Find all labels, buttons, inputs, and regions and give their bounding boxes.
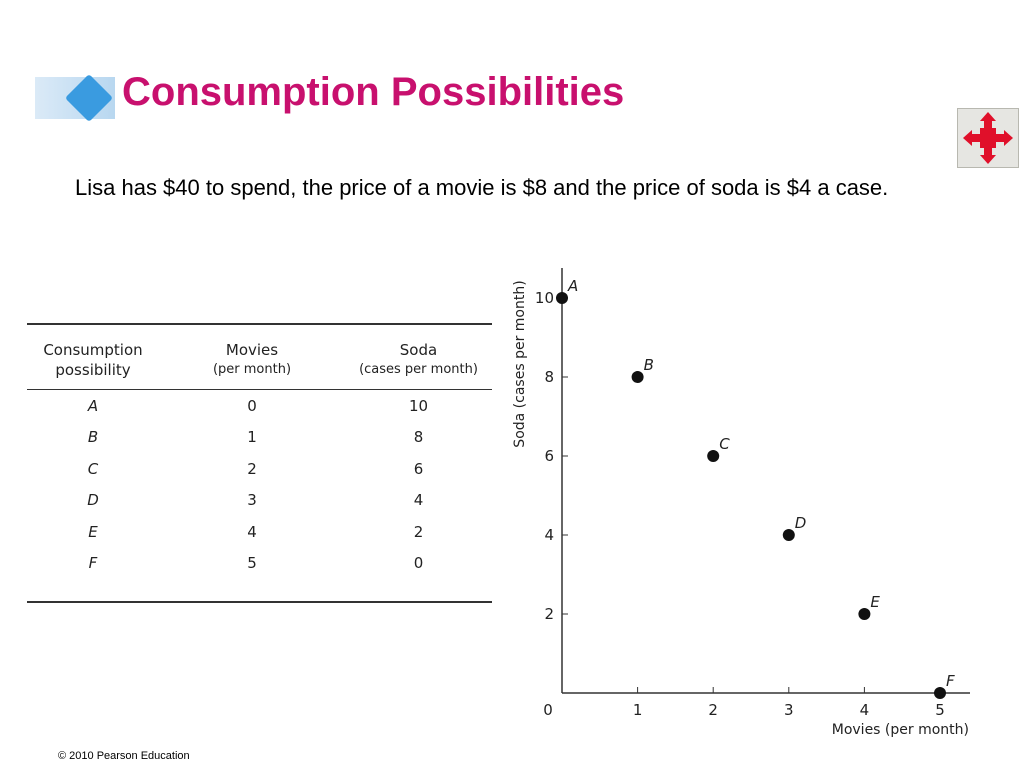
x-tick-label: 0	[543, 701, 553, 719]
chart-axes	[561, 268, 970, 694]
row-label: E	[88, 522, 98, 541]
data-point-f	[934, 687, 946, 699]
table-header-row: Consumption possibility Movies (per mont…	[27, 324, 492, 390]
row-label: A	[87, 396, 99, 415]
chart-points: A B C D E F	[556, 277, 955, 699]
x-tick-label: 5	[935, 701, 945, 719]
chart-ticks: 0 1 2 3 4 5 2 4 6 8 10	[535, 289, 945, 719]
x-axis-label: Movies (per month)	[832, 722, 969, 738]
copyright-footer: © 2010 Pearson Education	[58, 750, 190, 762]
movies-cell: 4	[247, 522, 257, 541]
soda-cell: 4	[413, 491, 424, 510]
point-label-c: C	[719, 435, 730, 453]
table-row: D 3 4	[27, 485, 492, 517]
point-label-a: A	[567, 277, 578, 295]
y-tick-label: 6	[544, 447, 554, 465]
row-label: B	[87, 428, 99, 447]
row-label: D	[87, 491, 99, 510]
move-arrows-icon	[963, 112, 1013, 164]
header-consumption-possibility: Consumption possibility	[43, 341, 143, 379]
table-row: A 0 10	[27, 390, 492, 422]
data-point-c	[707, 450, 720, 462]
point-label-b: B	[644, 356, 654, 374]
y-tick-label: 8	[544, 368, 554, 386]
movies-cell: 3	[247, 491, 257, 510]
data-point-e	[858, 608, 871, 620]
header-movies: Movies (per month)	[212, 341, 292, 377]
row-label: C	[87, 459, 99, 478]
data-point-a	[556, 292, 568, 304]
movies-cell: 1	[247, 428, 257, 447]
movies-cell: 2	[247, 459, 257, 478]
data-point-b	[631, 371, 644, 383]
table-row: F 5 0	[27, 548, 492, 603]
y-tick-label: 2	[544, 605, 554, 623]
soda-cell: 6	[413, 459, 424, 478]
x-tick-label: 4	[860, 701, 870, 719]
y-tick-label: 10	[535, 289, 554, 307]
x-tick-label: 2	[708, 701, 718, 719]
table-row: E 4 2	[27, 516, 492, 548]
table-row: B 1 8	[27, 422, 492, 454]
movies-cell: 0	[247, 396, 257, 415]
navigation-button[interactable]	[957, 108, 1019, 168]
soda-cell: 10	[408, 396, 429, 415]
row-label: F	[88, 554, 98, 573]
movies-cell: 5	[247, 554, 257, 573]
y-tick-label: 4	[544, 526, 554, 544]
slide-title: Consumption Possibilities	[122, 70, 625, 114]
table-row: C 2 6	[27, 453, 492, 485]
slide-body-text: Lisa has $40 to spend, the price of a mo…	[75, 175, 889, 200]
x-tick-label: 1	[633, 701, 643, 719]
soda-cell: 8	[413, 428, 424, 447]
point-label-d: D	[795, 514, 807, 532]
point-label-e: E	[870, 593, 880, 611]
soda-cell: 0	[413, 554, 424, 573]
point-label-f: F	[946, 672, 955, 690]
soda-cell: 2	[413, 522, 424, 541]
y-axis-label: Soda (cases per month)	[512, 280, 528, 447]
header-soda: Soda (cases per month)	[359, 341, 478, 377]
consumption-table: Consumption possibility Movies (per mont…	[27, 323, 492, 603]
data-point-d	[782, 529, 795, 541]
x-tick-label: 3	[784, 701, 794, 719]
